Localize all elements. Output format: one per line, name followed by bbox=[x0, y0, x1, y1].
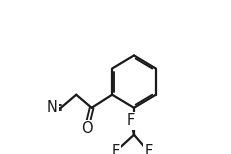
Text: N: N bbox=[47, 100, 58, 115]
Text: F: F bbox=[144, 144, 153, 154]
Text: F: F bbox=[127, 113, 135, 128]
Text: O: O bbox=[81, 121, 92, 136]
Text: F: F bbox=[111, 144, 120, 154]
